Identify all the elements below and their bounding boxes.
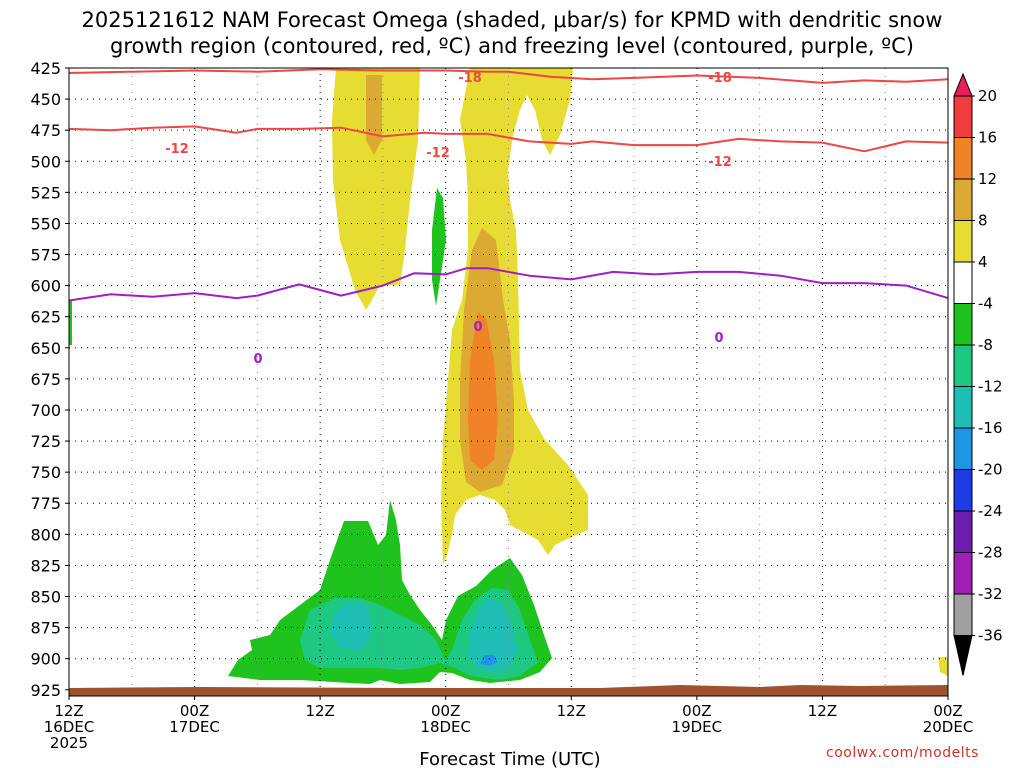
colorbar-swatch [953, 510, 973, 553]
y-tick-label: 600 [30, 277, 61, 296]
y-tick-label: 500 [30, 152, 61, 171]
x-tick-label: 00Z [933, 702, 962, 720]
chart-title-line-2: growth region (contoured, red, ºC) and f… [110, 34, 914, 58]
colorbar-label: -24 [978, 502, 1003, 520]
x-tick-label: 17DEC [169, 718, 220, 736]
colorbar-swatch [953, 95, 973, 138]
contour-line [69, 125, 948, 153]
contour-label: -18 [458, 71, 482, 86]
contour-label: 0 [473, 320, 482, 335]
y-tick-label: 925 [30, 681, 61, 700]
colorbar-label: -12 [978, 378, 1003, 396]
x-tick-label: 12Z [808, 702, 837, 720]
y-tick-label: 575 [30, 246, 61, 265]
y-tick-label: 875 [30, 619, 61, 638]
colorbar-swatch [953, 386, 973, 429]
ground-terrain [69, 685, 948, 696]
colorbar-label: -4 [978, 295, 993, 313]
colorbar-swatch [953, 137, 973, 180]
colorbar-swatch [953, 427, 973, 470]
y-tick-label: 650 [30, 339, 61, 358]
omega-shade-12-16 [468, 312, 498, 470]
colorbar-swatch [953, 552, 973, 595]
colorbar-label: 4 [978, 253, 988, 271]
x-tick-label: 12Z [54, 702, 83, 720]
y-tick-label: 700 [30, 401, 61, 420]
y-tick-label: 725 [30, 432, 61, 451]
colorbar-label: -32 [978, 585, 1003, 603]
omega-shade-4-8 [938, 657, 948, 676]
colorbar-label: 20 [978, 87, 997, 105]
colorbar-label: -28 [978, 544, 1003, 562]
colorbar-top-arrow [953, 72, 973, 97]
colorbar-label: 12 [978, 170, 997, 188]
omega-shade-neg-12-16 [330, 604, 372, 650]
omega-shade-neg-12-16 [468, 598, 518, 672]
credit-text: coolwx.com/modelts [826, 745, 979, 761]
colorbar-swatch [953, 178, 973, 221]
contour-label: 0 [253, 352, 262, 367]
omega-shade-8-12 [366, 75, 382, 155]
x-tick-label: 00Z [682, 702, 711, 720]
x-tick-label: 19DEC [672, 718, 723, 736]
colorbar-label: -36 [978, 627, 1003, 645]
x-tick-label: 12Z [305, 702, 334, 720]
x-tick-label: 20DEC [923, 718, 974, 736]
contour-label: -12 [165, 142, 189, 157]
colorbar-bottom-arrow [953, 635, 973, 676]
y-tick-label: 800 [30, 525, 61, 544]
x-tick-label: 18DEC [420, 718, 471, 736]
y-tick-label: 675 [30, 370, 61, 389]
grid-lines [69, 68, 948, 696]
colorbar-label: 16 [978, 129, 997, 147]
y-axis: 425 450 475 500 525 550 575 600 625 650 675 700 725 7… [30, 59, 69, 700]
y-tick-label: 475 [30, 121, 61, 140]
y-tick-label: 425 [30, 59, 61, 78]
x-tick-label: 2025 [50, 734, 88, 752]
omega-shading [69, 68, 948, 684]
colorbar-swatch [953, 469, 973, 512]
chart-title-line-1: 2025121612 NAM Forecast Omega (shaded, μ… [81, 8, 943, 32]
x-tick-label: 00Z [180, 702, 209, 720]
colorbar-label: -8 [978, 336, 993, 354]
omega-shade-4-8 [441, 68, 588, 565]
y-tick-label: 550 [30, 214, 61, 233]
y-tick-label: 900 [30, 650, 61, 669]
y-tick-label: 525 [30, 183, 61, 202]
y-tick-label: 450 [30, 90, 61, 109]
y-tick-label: 625 [30, 308, 61, 327]
omega-shade-4-8 [332, 68, 420, 310]
y-tick-label: 850 [30, 588, 61, 607]
colorbar-swatch [953, 261, 973, 304]
colorbar-label: -16 [978, 419, 1003, 437]
x-tick-label: 12Z [557, 702, 586, 720]
colorbar: 20 16 12 8 4 -4 -8 -12 -16 -20 -24 -28 -32 -36 [953, 72, 1003, 676]
plot-frame [68, 67, 949, 697]
contour-label: -18 [708, 71, 732, 86]
y-tick-label: 775 [30, 494, 61, 513]
contour-labels: -18 -18 -12 -12 -12 0 0 0 [165, 71, 732, 367]
y-tick-label: 750 [30, 463, 61, 482]
contour-line [69, 267, 948, 302]
contour-line [69, 68, 948, 84]
omega-shade-neg-16-20 [480, 655, 498, 666]
temperature-contours [69, 68, 948, 302]
x-tick-label: 16DEC [44, 718, 95, 736]
contour-label: 0 [714, 331, 723, 346]
colorbar-swatch [953, 344, 973, 387]
colorbar-swatch [953, 593, 973, 636]
omega-shade-neg-4-8 [69, 300, 72, 345]
contour-label: -12 [708, 155, 732, 170]
y-tick-label: 825 [30, 556, 61, 575]
omega-shade-neg-4-8 [432, 188, 446, 306]
colorbar-swatch [953, 220, 973, 263]
colorbar-label: 8 [978, 212, 988, 230]
colorbar-label: -20 [978, 461, 1003, 479]
colorbar-swatch [953, 303, 973, 346]
contour-label: -12 [426, 146, 450, 161]
x-tick-label: 00Z [431, 702, 460, 720]
x-axis-label: Forecast Time (UTC) [419, 749, 600, 768]
